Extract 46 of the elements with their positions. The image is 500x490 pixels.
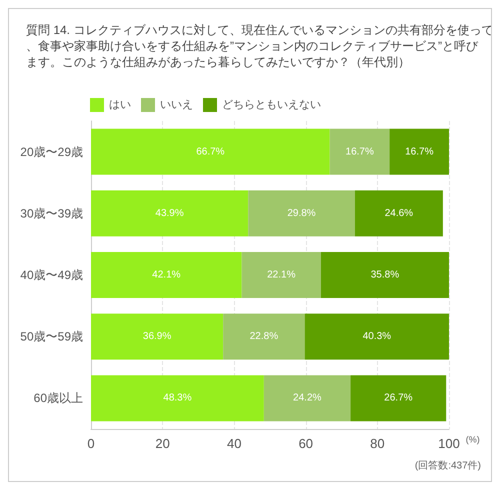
legend-label: どちらともいえない [222,99,321,111]
bar [91,128,330,175]
data-label: 22.8% [250,331,278,342]
bar [350,375,446,422]
x-tick-label: 60 [298,436,314,451]
y-tick-label: 30歳〜39歳 [20,206,83,220]
data-label: 40.3% [362,331,392,342]
data-label: 24.2% [293,392,322,404]
bar [354,190,443,236]
bar [304,314,449,360]
legend-label: はい [109,99,131,111]
data-label: 35.8% [370,270,400,280]
bar [248,190,355,236]
bar [320,252,449,298]
y-tick-label: 60歳以上 [34,391,83,406]
data-label: 36.9% [142,331,172,342]
bar [242,252,321,298]
data-label: 29.8% [287,208,316,219]
data-label: 16.7% [346,146,374,158]
bar [91,190,248,236]
data-label: 48.3% [163,392,192,404]
bar [390,128,449,175]
x-tick-label: 0 [87,436,95,451]
y-tick-label: 50歳〜59歳 [20,330,83,344]
y-tick-label: 20歳〜29歳 [20,144,83,159]
data-label: 22.1% [267,270,296,280]
data-label: 43.9% [155,208,184,219]
bar [264,375,351,422]
x-axis-title: (%) [466,434,480,444]
x-tick-label: 100 [438,436,460,451]
bar [330,128,390,175]
bar [91,314,224,360]
y-tick-label: 40歳〜49歳 [20,268,83,282]
bar [91,252,242,298]
bar [223,314,305,360]
data-label: 24.6% [384,208,414,219]
x-tick-label: 80 [370,436,385,451]
data-label: 66.7% [196,146,225,158]
text: (回答数:437件) [414,460,481,472]
bar [91,375,264,422]
data-label: 42.1% [152,270,181,280]
x-tick-label: 40 [226,436,242,451]
legend-label: いいえ [160,99,193,111]
data-label: 26.7% [384,392,413,404]
x-tick-label: 20 [155,436,170,451]
data-label: 16.7% [405,146,434,158]
